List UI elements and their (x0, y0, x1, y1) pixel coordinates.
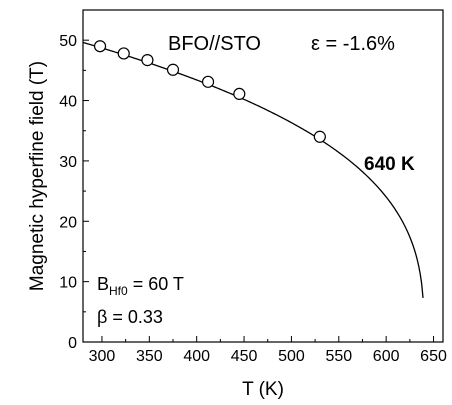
data-point (313, 130, 326, 143)
data-point (201, 75, 215, 88)
data-point (233, 87, 246, 101)
y-tick-label: 30 (59, 154, 77, 171)
x-tick-label: 350 (136, 348, 163, 365)
x-tick-label: 550 (325, 348, 352, 365)
x-tick-label: 400 (183, 348, 210, 365)
ticks (83, 39, 435, 343)
x-tick-label: 650 (420, 348, 447, 365)
x-tick-label: 500 (278, 348, 305, 365)
b-hf0-label: BHf0 = 60 T (97, 274, 184, 298)
strain-label: ε = -1.6% (311, 33, 395, 55)
data-points (93, 40, 326, 143)
b-prefix: B (97, 274, 109, 294)
y-tick-label: 0 (68, 335, 77, 352)
beta-label: β = 0.33 (97, 307, 163, 327)
plot-frame (82, 9, 444, 343)
x-tick-label: 450 (231, 348, 258, 365)
tn-label: 640 K (364, 154, 415, 175)
x-tick-label: 600 (373, 348, 400, 365)
b-value: = 60 T (128, 274, 184, 294)
b-subscript: Hf0 (109, 284, 128, 298)
y-axis-title: Magnetic hyperfine field (T) (27, 61, 48, 291)
y-tick-label: 50 (59, 33, 77, 50)
data-point (117, 47, 130, 60)
fit-curve (82, 41, 424, 298)
sample-label: BFO//STO (168, 33, 261, 55)
data-point (93, 40, 107, 53)
data-point (166, 63, 180, 76)
y-tick-label: 40 (59, 94, 77, 111)
data-point (141, 54, 154, 67)
y-tick-label: 20 (59, 214, 77, 231)
y-tick-label: 10 (59, 275, 77, 292)
x-tick-label: 300 (89, 348, 116, 365)
tick-labels: 300 350 400 450 500 550 600 650 0 10 20 30 40 50 (59, 33, 447, 365)
x-axis-title: T (K) (242, 379, 284, 400)
